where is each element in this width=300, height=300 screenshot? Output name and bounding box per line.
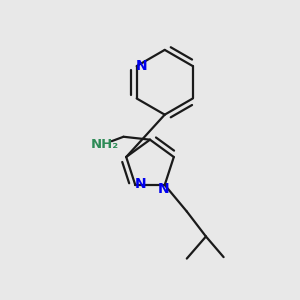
- Text: N: N: [135, 59, 147, 73]
- Text: N: N: [158, 182, 169, 196]
- Text: NH₂: NH₂: [90, 138, 118, 151]
- Text: N: N: [135, 177, 146, 191]
